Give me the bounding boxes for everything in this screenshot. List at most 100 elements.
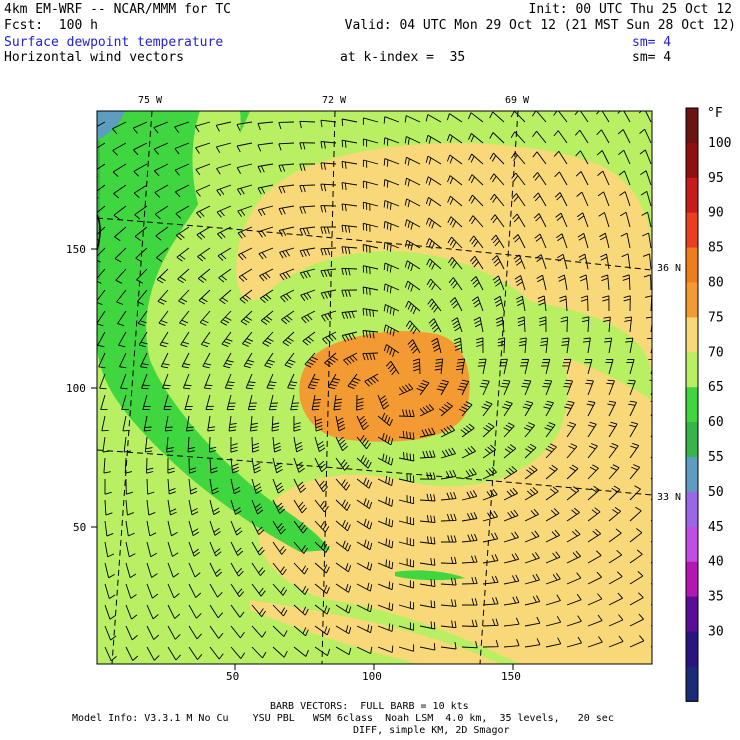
wind-barb bbox=[209, 499, 220, 516]
wind-barb bbox=[532, 151, 547, 165]
wind-barb bbox=[377, 453, 394, 466]
wind-barb bbox=[468, 174, 484, 186]
wind-barb bbox=[230, 583, 245, 597]
wind-barb bbox=[125, 604, 138, 620]
wind-barb bbox=[167, 499, 177, 516]
wind-barb bbox=[377, 475, 394, 487]
wind-barb bbox=[455, 358, 466, 375]
wind-barb bbox=[146, 520, 157, 537]
wind-barb bbox=[167, 478, 176, 495]
wind-barb bbox=[115, 268, 127, 284]
wind-barb bbox=[335, 436, 348, 452]
wind-barb bbox=[320, 119, 337, 128]
wind-barb bbox=[159, 331, 169, 348]
wind-barb bbox=[566, 443, 578, 459]
wind-barb bbox=[287, 373, 298, 390]
wind-barb bbox=[272, 625, 288, 637]
wind-barb bbox=[258, 247, 274, 260]
wind-barb bbox=[362, 308, 379, 318]
colorbar-label: 60 bbox=[708, 415, 724, 430]
wind-barb bbox=[489, 173, 505, 186]
wind-barb bbox=[650, 540, 652, 543]
wind-barb bbox=[236, 163, 253, 174]
wind-barb bbox=[188, 562, 201, 578]
dewpoint-60-streak bbox=[395, 570, 465, 581]
wind-barb bbox=[195, 142, 211, 154]
wind-barb bbox=[139, 352, 149, 369]
wind-barb bbox=[597, 191, 610, 207]
wind-barb bbox=[503, 465, 518, 480]
wind-barb bbox=[98, 352, 106, 369]
wind-barb bbox=[341, 203, 358, 212]
wind-barb bbox=[278, 205, 295, 215]
dewpoint-75-core bbox=[299, 331, 470, 442]
meridian-69w bbox=[479, 111, 519, 664]
wind-barb bbox=[278, 142, 295, 151]
lon-label-75w: 75 W bbox=[138, 95, 163, 106]
wind-barb bbox=[383, 283, 400, 294]
wind-barb bbox=[97, 331, 106, 348]
lat-label-33n: 33 N bbox=[657, 492, 681, 503]
wind-barb bbox=[188, 604, 202, 619]
wind-barb bbox=[293, 583, 309, 595]
wind-barb bbox=[356, 477, 373, 489]
wind-barb bbox=[299, 205, 316, 214]
wind-barb bbox=[356, 646, 373, 655]
wind-barb bbox=[247, 394, 257, 411]
field1-label: Surface dewpoint temperature bbox=[4, 35, 224, 50]
wind-barb bbox=[320, 268, 337, 278]
wind-barb bbox=[426, 238, 442, 250]
wind-barb bbox=[156, 247, 169, 262]
wind-barb bbox=[608, 507, 621, 522]
wind-barb bbox=[554, 171, 568, 186]
wind-barb bbox=[482, 488, 498, 501]
wind-barb bbox=[419, 536, 436, 545]
wind-barb bbox=[608, 485, 621, 501]
wind-barb bbox=[341, 224, 358, 233]
wind-barb bbox=[377, 538, 394, 549]
wind-barb bbox=[251, 604, 266, 617]
wind-barb bbox=[419, 557, 436, 566]
wind-barb bbox=[500, 379, 511, 396]
wind-barb bbox=[584, 358, 593, 375]
wind-barb bbox=[362, 222, 379, 232]
wind-barb bbox=[299, 184, 316, 193]
wind-barb bbox=[545, 594, 561, 606]
wind-barb bbox=[461, 468, 477, 480]
wind-barb bbox=[434, 358, 444, 375]
wind-barb bbox=[383, 220, 400, 231]
wind-barb bbox=[177, 268, 190, 284]
wind-barb bbox=[278, 184, 295, 194]
wind-barb bbox=[162, 373, 171, 390]
wind-barb bbox=[545, 443, 557, 459]
wind-barb bbox=[398, 409, 415, 418]
wind-barb bbox=[446, 133, 463, 144]
wind-barb bbox=[203, 373, 213, 390]
dewpoint-65-tongue bbox=[520, 300, 652, 400]
wind-barb bbox=[146, 478, 155, 495]
wind-barb bbox=[440, 469, 457, 480]
wind-barb bbox=[155, 226, 169, 241]
wind-barb bbox=[503, 617, 520, 627]
colorbar-label: 80 bbox=[708, 276, 724, 291]
wind-barb bbox=[398, 644, 415, 652]
wind-barb bbox=[217, 226, 232, 240]
wind-barb bbox=[618, 149, 631, 165]
wind-barb bbox=[356, 582, 373, 592]
wind-barb bbox=[272, 520, 286, 535]
wind-barb bbox=[205, 394, 214, 411]
wind-barb bbox=[207, 415, 216, 432]
dewpoint-50-corner bbox=[97, 111, 125, 140]
wind-barb bbox=[216, 163, 232, 175]
wind-barb bbox=[304, 352, 318, 368]
wind-barb bbox=[383, 116, 400, 124]
wind-barb bbox=[540, 337, 549, 354]
wind-barb bbox=[407, 339, 421, 354]
wind-barb bbox=[251, 541, 265, 556]
wind-barb bbox=[440, 535, 457, 543]
wind-barb bbox=[264, 352, 276, 369]
wind-barb bbox=[440, 556, 457, 565]
init-time: Init: 00 UTC Thu 25 Oct 12 bbox=[528, 2, 733, 17]
colorbar-swatch bbox=[686, 596, 698, 632]
wind-barb bbox=[125, 478, 134, 495]
